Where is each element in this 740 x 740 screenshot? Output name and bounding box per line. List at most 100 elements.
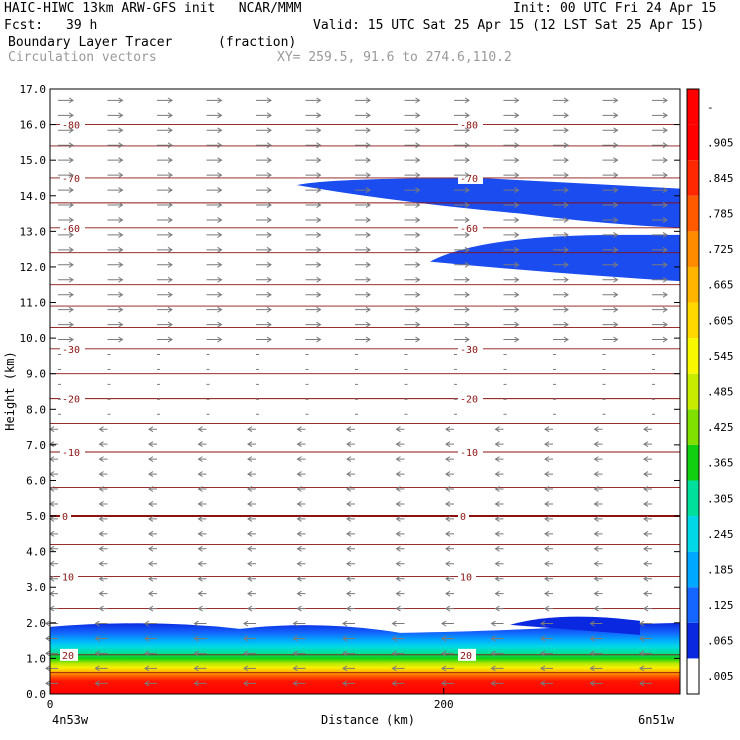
colorbar-swatch [687, 266, 699, 303]
circulation-vector [544, 501, 553, 507]
circulation-vector [544, 545, 553, 552]
tracer-blob-right [510, 616, 640, 635]
circulation-vector [197, 426, 207, 433]
colorbar-label: .785 [707, 208, 734, 221]
circulation-vector [58, 246, 74, 253]
circulation-vector [445, 560, 454, 567]
circulation-vector [553, 291, 569, 298]
circulation-vector [553, 127, 569, 134]
circulation-vector [157, 217, 173, 223]
circulation-vector [544, 560, 553, 567]
circulation-vector [247, 575, 256, 582]
circulation-vector [206, 261, 223, 268]
circulation-vector [652, 172, 668, 179]
circulation-vector [197, 590, 207, 597]
circulation-vector [589, 650, 603, 657]
circulation-vector [346, 530, 355, 537]
circulation-vector [490, 680, 504, 687]
colorbar-label: .065 [707, 635, 734, 648]
temperature-contour-label: -30 [460, 345, 478, 356]
circulation-vector [593, 605, 603, 612]
circulation-vector [247, 441, 256, 448]
colorbar-label: .365 [707, 457, 734, 470]
circulation-vector [197, 545, 207, 552]
circulation-vector [355, 321, 371, 328]
circulation-vector [305, 127, 322, 134]
circulation-vector [157, 187, 173, 193]
circulation-vector [193, 680, 207, 687]
circulation-vector [94, 665, 108, 672]
colorbar-swatch [687, 124, 699, 161]
circulation-vector [305, 187, 322, 193]
circulation-vector [602, 217, 619, 223]
temperature-contour-label: -10 [460, 448, 478, 459]
circulation-vector [144, 680, 157, 687]
circulation-vector [247, 605, 256, 612]
circulation-vector [404, 112, 421, 119]
circulation-vector [593, 501, 603, 507]
circulation-vector [292, 635, 306, 642]
circulation-vector [49, 545, 58, 552]
circulation-vector [157, 231, 173, 238]
circulation-vector [94, 620, 108, 627]
circulation-vector [193, 635, 207, 642]
x-tick-label: 200 [434, 698, 454, 711]
circulation-vector [355, 291, 371, 298]
circulation-vector [296, 486, 306, 492]
circulation-vector [404, 142, 421, 149]
circulation-vector [58, 321, 74, 328]
circulation-vector [643, 441, 652, 448]
colorbar-swatch [687, 551, 699, 588]
circulation-vector [593, 575, 603, 582]
circulation-vector [144, 635, 157, 642]
circulation-vector [247, 560, 256, 567]
circulation-vector [602, 276, 619, 283]
circulation-vector [305, 321, 322, 328]
circulation-vector [494, 530, 504, 537]
y-tick-label: 15.0 [20, 154, 47, 167]
circulation-vector [553, 306, 569, 313]
circulation-vector [355, 306, 371, 313]
circulation-vector [404, 97, 421, 104]
circulation-vector [540, 650, 553, 657]
circulation-vector [593, 426, 603, 433]
circulation-vector [445, 441, 454, 448]
circulation-vector [305, 276, 322, 283]
circulation-vector [589, 680, 603, 687]
circulation-vector [206, 202, 223, 208]
circulation-vector [148, 486, 157, 492]
circulation-vector [49, 426, 58, 433]
circulation-vector [355, 187, 371, 193]
circulation-vector [58, 291, 74, 298]
circulation-vector [49, 501, 58, 507]
circulation-vector [256, 261, 272, 268]
circulation-vector [445, 605, 454, 612]
circulation-vector [553, 142, 569, 149]
circulation-vector [602, 321, 619, 328]
circulation-vector [404, 217, 421, 223]
circulation-vector [243, 635, 256, 642]
circulation-vector [346, 515, 355, 522]
circulation-vector [107, 202, 124, 208]
circulation-vector [346, 605, 355, 612]
circulation-vector [395, 456, 405, 463]
y-tick-label: 8.0 [26, 403, 46, 416]
colorbar-swatch [687, 373, 699, 410]
temperature-contour-label: 20 [62, 651, 74, 662]
temperature-contour-label: -30 [62, 345, 80, 356]
circulation-vector [305, 261, 322, 268]
circulation-vector [107, 127, 124, 134]
circulation-vector [652, 157, 668, 164]
circulation-vector [247, 486, 256, 492]
circulation-vector [454, 276, 470, 283]
circulation-vector [652, 97, 668, 104]
circulation-vector [503, 336, 520, 343]
circulation-vector [256, 321, 272, 328]
circulation-vector [454, 261, 470, 268]
circulation-vector [391, 635, 405, 642]
circulation-vector [256, 172, 272, 179]
y-tick-label: 9.0 [26, 368, 46, 381]
circulation-vector [49, 471, 58, 477]
circulation-vector [243, 665, 256, 672]
